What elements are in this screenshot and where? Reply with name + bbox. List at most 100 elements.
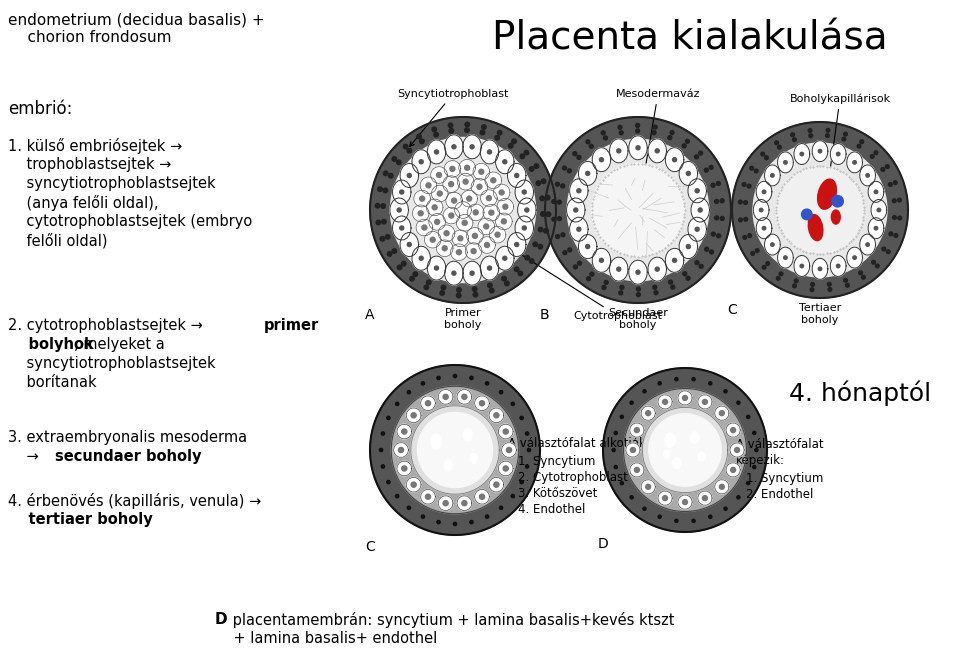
- Polygon shape: [586, 140, 590, 144]
- Polygon shape: [620, 482, 623, 485]
- Polygon shape: [719, 411, 725, 415]
- Polygon shape: [679, 162, 698, 186]
- Polygon shape: [420, 139, 424, 144]
- Text: 4. hónaptól: 4. hónaptól: [789, 380, 931, 405]
- Text: →: →: [8, 449, 43, 464]
- Polygon shape: [662, 496, 667, 500]
- Polygon shape: [525, 255, 530, 260]
- Polygon shape: [877, 208, 880, 212]
- Polygon shape: [489, 210, 493, 215]
- Text: (anya felőli oldal),: (anya felőli oldal),: [8, 195, 158, 211]
- Polygon shape: [653, 285, 657, 289]
- Polygon shape: [569, 179, 588, 203]
- Text: chorion frondosum: chorion frondosum: [8, 30, 172, 45]
- Polygon shape: [481, 190, 497, 206]
- Polygon shape: [734, 448, 739, 452]
- Polygon shape: [731, 428, 735, 432]
- Polygon shape: [444, 160, 461, 177]
- Polygon shape: [471, 178, 488, 195]
- Polygon shape: [426, 199, 443, 216]
- Polygon shape: [577, 156, 581, 160]
- Polygon shape: [898, 198, 901, 202]
- Text: tertiaer boholy: tertiaer boholy: [8, 512, 153, 527]
- Text: D: D: [215, 612, 228, 627]
- Text: A választófalat alkotják:: A választófalat alkotják:: [508, 438, 650, 450]
- Polygon shape: [866, 174, 870, 177]
- Polygon shape: [451, 198, 457, 203]
- Polygon shape: [442, 285, 445, 290]
- Polygon shape: [751, 252, 755, 255]
- Polygon shape: [462, 394, 467, 399]
- Polygon shape: [426, 183, 431, 188]
- Text: Syncytiotrophoblast: Syncytiotrophoblast: [397, 89, 509, 146]
- Polygon shape: [695, 261, 699, 265]
- Polygon shape: [720, 216, 724, 220]
- Polygon shape: [486, 381, 489, 385]
- Polygon shape: [714, 480, 729, 494]
- Polygon shape: [656, 149, 660, 153]
- Polygon shape: [470, 145, 474, 149]
- Polygon shape: [501, 219, 506, 224]
- Polygon shape: [443, 246, 447, 250]
- Polygon shape: [705, 247, 708, 251]
- Polygon shape: [778, 152, 793, 173]
- Polygon shape: [449, 213, 454, 218]
- Polygon shape: [868, 181, 884, 202]
- Polygon shape: [469, 520, 473, 524]
- Polygon shape: [517, 198, 536, 222]
- Polygon shape: [766, 262, 770, 265]
- Polygon shape: [421, 381, 424, 385]
- Text: , melyeket a: , melyeket a: [74, 337, 165, 352]
- Polygon shape: [463, 135, 481, 159]
- Polygon shape: [872, 261, 876, 264]
- Polygon shape: [503, 160, 507, 164]
- Polygon shape: [412, 150, 430, 174]
- Polygon shape: [800, 152, 804, 156]
- Polygon shape: [737, 496, 740, 499]
- Polygon shape: [383, 188, 388, 193]
- Text: primer: primer: [264, 318, 320, 333]
- Polygon shape: [506, 448, 512, 452]
- Polygon shape: [456, 250, 462, 255]
- Polygon shape: [561, 232, 565, 236]
- Polygon shape: [479, 494, 485, 499]
- Polygon shape: [631, 448, 636, 452]
- Polygon shape: [435, 150, 439, 154]
- Polygon shape: [636, 124, 639, 128]
- Polygon shape: [452, 145, 456, 149]
- Polygon shape: [783, 160, 787, 164]
- Polygon shape: [755, 169, 758, 173]
- Polygon shape: [493, 184, 510, 201]
- Polygon shape: [376, 220, 381, 224]
- Polygon shape: [886, 250, 890, 254]
- Polygon shape: [686, 172, 690, 176]
- Polygon shape: [836, 152, 840, 156]
- Polygon shape: [381, 465, 385, 468]
- Ellipse shape: [470, 454, 477, 464]
- Polygon shape: [643, 507, 646, 510]
- Polygon shape: [512, 402, 515, 405]
- Polygon shape: [429, 214, 445, 230]
- Polygon shape: [844, 132, 848, 136]
- Polygon shape: [656, 267, 660, 271]
- Polygon shape: [764, 234, 780, 255]
- Polygon shape: [586, 172, 589, 176]
- Polygon shape: [885, 165, 889, 168]
- Polygon shape: [540, 212, 545, 216]
- Polygon shape: [498, 461, 514, 476]
- Polygon shape: [847, 152, 862, 173]
- Polygon shape: [635, 468, 639, 472]
- Polygon shape: [747, 482, 750, 485]
- Polygon shape: [457, 288, 462, 292]
- Polygon shape: [444, 261, 464, 285]
- Polygon shape: [612, 448, 615, 452]
- Polygon shape: [392, 386, 518, 514]
- Polygon shape: [747, 415, 750, 418]
- Polygon shape: [893, 216, 897, 219]
- Polygon shape: [691, 198, 709, 222]
- Polygon shape: [756, 218, 772, 238]
- Ellipse shape: [690, 432, 699, 444]
- Polygon shape: [888, 182, 892, 186]
- Polygon shape: [477, 184, 482, 189]
- Polygon shape: [522, 226, 526, 230]
